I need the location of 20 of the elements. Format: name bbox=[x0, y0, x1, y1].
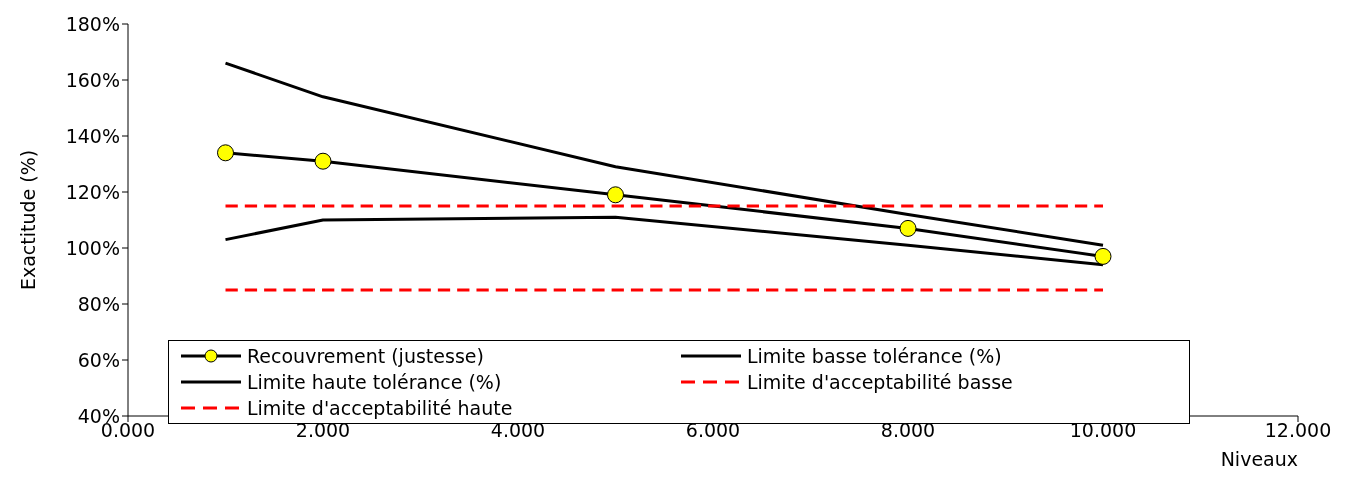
y-tick-label: 60% bbox=[77, 348, 120, 371]
y-tick-label: 120% bbox=[65, 180, 120, 203]
point bbox=[899, 219, 917, 237]
x-tick-label: 12.000 bbox=[1264, 419, 1332, 442]
legend-label: Recouvrement (justesse) bbox=[247, 345, 484, 367]
point bbox=[607, 186, 624, 204]
y-tick-label: 80% bbox=[77, 292, 120, 315]
y-tick-label: 160% bbox=[65, 68, 120, 91]
point bbox=[1094, 247, 1112, 265]
y-tick-label: 180% bbox=[65, 12, 120, 35]
x-axis-title: Niveaux bbox=[1220, 448, 1298, 470]
legend-label: Limite d'acceptabilité basse bbox=[747, 371, 1013, 393]
point bbox=[217, 144, 234, 162]
legend-label: Limite basse tolérance (%) bbox=[747, 345, 1002, 367]
y-axis-title: Exactitude (%) bbox=[16, 149, 39, 291]
point bbox=[314, 152, 332, 170]
legend-label: Limite d'acceptabilité haute bbox=[247, 397, 513, 419]
y-tick-label: 100% bbox=[65, 236, 120, 259]
y-tick-label: 140% bbox=[65, 124, 120, 147]
legend-label: Limite haute tolérance (%) bbox=[247, 371, 502, 393]
